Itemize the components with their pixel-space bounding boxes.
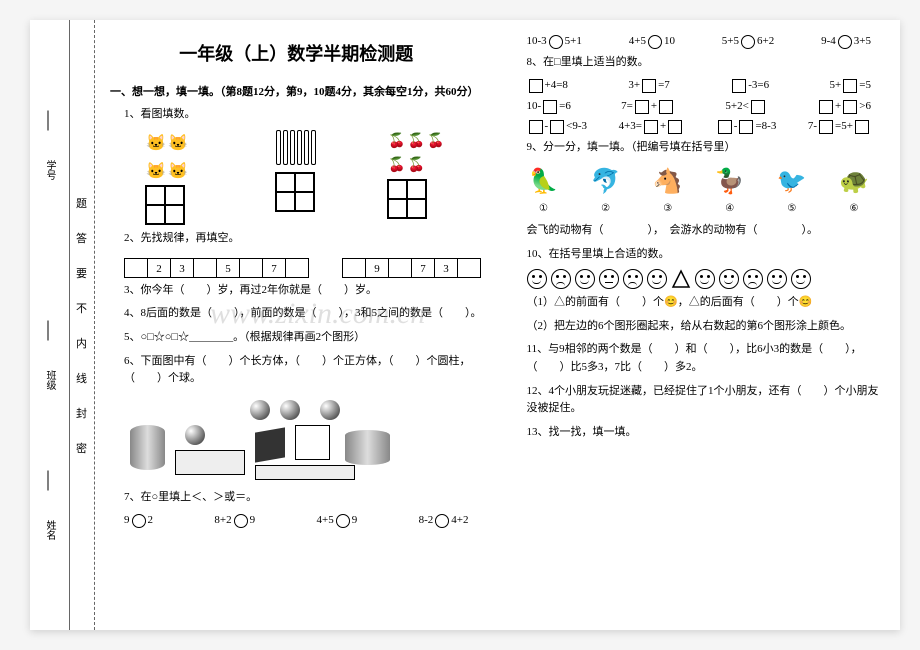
q7b-expr: 4+510 bbox=[629, 33, 675, 51]
left-column: 一年级（上）数学半期检测题 一、想一想，填一填。（第8题12分，第9，10题4分… bbox=[95, 20, 498, 630]
answer-grid[interactable] bbox=[387, 179, 427, 219]
animal-duck: 🦆④ bbox=[715, 163, 745, 217]
q12: 12、4个小朋友玩捉迷藏，已经捉住了1个小朋友，还有（ ）个小朋友没被捉住。 bbox=[527, 383, 886, 418]
q9: 9、分一分，填一填。（把编号填在括号里） bbox=[527, 139, 886, 157]
q10: 10、在括号里填上合适的数。 bbox=[527, 246, 886, 264]
sad-face-icon bbox=[623, 269, 643, 289]
cherry-icon: 🍒 bbox=[388, 131, 405, 153]
smile-face-icon bbox=[575, 269, 595, 289]
exam-title: 一年级（上）数学半期检测题 bbox=[110, 40, 483, 69]
q7b-expr: 10-35+1 bbox=[527, 33, 582, 51]
q7b-row: 10-35+1 4+510 5+56+2 9-43+5 bbox=[527, 33, 872, 51]
q5: 5、○□☆○□☆________。（根据规律再画2个图形） bbox=[124, 329, 483, 347]
q1: 1、看图填数。 bbox=[124, 106, 483, 124]
seal-char: 答 bbox=[76, 230, 87, 246]
q10-1: （1）△的前面有（ ）个😊，△的后面有（ ）个😊 bbox=[527, 294, 886, 312]
margin-column: 姓名 班级 学号 bbox=[30, 20, 70, 630]
q7-row: 92 8+29 4+59 8-24+2 bbox=[124, 512, 469, 530]
cat-icon: 🐱 bbox=[168, 159, 188, 185]
q11: 11、与9相邻的两个数是（ ）和（ ），比6小3的数是（ ），（ ）比5多3，7… bbox=[527, 341, 886, 376]
seal-char: 不 bbox=[76, 300, 87, 316]
q8-row3: -<9-3 4+3=+ -=8-3 7-=5+ bbox=[527, 118, 872, 136]
q7-expr: 8-24+2 bbox=[419, 512, 469, 530]
seal-char: 内 bbox=[76, 335, 87, 351]
smile-face-icon bbox=[719, 269, 739, 289]
cherry-icon: 🍒 bbox=[408, 131, 425, 153]
name-label: 姓名 bbox=[42, 520, 57, 540]
q7-expr: 4+59 bbox=[317, 512, 358, 530]
seal-char: 封 bbox=[76, 405, 87, 421]
face-row bbox=[527, 269, 872, 289]
q4: 4、8后面的数是（ ），前面的数是（ ），3和5之间的数是（ ）。 bbox=[124, 305, 483, 323]
animal-row: 🦜① 🐬② 🐴③ 🦆④ 🐦⑤ 🐢⑥ bbox=[513, 163, 886, 217]
q2-seq1: 2 3 5 7 bbox=[124, 258, 308, 278]
q10-2: （2）把左边的6个图形圈起来，给从右数起的第6个图形涂上颜色。 bbox=[527, 318, 886, 336]
neutral-face-icon bbox=[599, 269, 619, 289]
cherry-icon: 🍒 bbox=[427, 131, 444, 153]
cat-icon: 🐱 bbox=[168, 131, 188, 157]
triangle-icon bbox=[671, 269, 691, 289]
animal-turtle: 🐢⑥ bbox=[839, 163, 869, 217]
q8: 8、在□里填上适当的数。 bbox=[527, 54, 886, 72]
seal-char: 题 bbox=[76, 195, 87, 211]
animal-dolphin: 🐬② bbox=[591, 163, 621, 217]
name-underline bbox=[48, 471, 49, 491]
sad-face-icon bbox=[551, 269, 571, 289]
q2-seq2: 9 7 3 bbox=[342, 258, 480, 278]
seal-char: 密 bbox=[76, 440, 87, 456]
q1-images: 🐱 🐱 🐱 🐱 🍒🍒🍒🍒🍒 bbox=[110, 130, 483, 225]
seal-column: 密 封 线 内 不 要 答 题 bbox=[70, 20, 95, 630]
smile-face-icon bbox=[767, 269, 787, 289]
q9-text: 会飞的动物有（ ）， 会游水的动物有（ ）。 bbox=[527, 222, 886, 240]
q7b-expr: 5+56+2 bbox=[722, 33, 774, 51]
animal-swallow: 🐦⑤ bbox=[777, 163, 807, 217]
smile-face-icon bbox=[695, 269, 715, 289]
sticks-group bbox=[275, 130, 317, 172]
seal-char: 要 bbox=[76, 265, 87, 281]
q7b-expr: 9-43+5 bbox=[821, 33, 871, 51]
cherry-icon: 🍒 bbox=[388, 155, 405, 177]
q8-row2: 10-=6 7=+ 5+2< +>6 bbox=[527, 98, 872, 116]
smile-face-icon bbox=[791, 269, 811, 289]
cherry-group: 🍒🍒🍒🍒🍒 bbox=[387, 130, 447, 179]
q7-expr: 92 bbox=[124, 512, 153, 530]
q7: 7、在○里填上＜、＞或＝。 bbox=[124, 489, 483, 507]
smile-face-icon bbox=[647, 269, 667, 289]
shapes-diagram bbox=[124, 394, 404, 484]
right-column: 10-35+1 4+510 5+56+2 9-43+5 8、在□里填上适当的数。… bbox=[498, 20, 901, 630]
q13: 13、找一找，填一填。 bbox=[527, 424, 886, 442]
class-underline bbox=[48, 321, 49, 341]
animal-seahorse: 🐴③ bbox=[653, 163, 683, 217]
cat-icon: 🐱 bbox=[146, 159, 166, 185]
animal-parrot: 🦜① bbox=[529, 163, 559, 217]
cat-icon: 🐱 bbox=[146, 131, 166, 157]
answer-grid[interactable] bbox=[145, 185, 185, 225]
q7-expr: 8+29 bbox=[214, 512, 255, 530]
q6: 6、下面图中有（ ）个长方体，（ ）个正方体，（ ）个圆柱，（ ）个球。 bbox=[124, 353, 483, 388]
number-label: 学号 bbox=[42, 160, 57, 180]
answer-grid[interactable] bbox=[275, 172, 315, 212]
class-label: 班级 bbox=[42, 370, 57, 390]
q8-row1: +4=8 3+=7 -3=6 5+=5 bbox=[527, 77, 872, 95]
smile-face-icon bbox=[527, 269, 547, 289]
cat-group: 🐱 🐱 🐱 🐱 bbox=[145, 130, 205, 185]
cherry-icon: 🍒 bbox=[408, 155, 425, 177]
sad-face-icon bbox=[743, 269, 763, 289]
q2: 2、先找规律，再填空。 bbox=[124, 230, 483, 248]
q3: 3、你今年（ ）岁，再过2年你就是（ ）岁。 bbox=[124, 282, 483, 300]
seal-char: 线 bbox=[76, 370, 87, 386]
number-underline bbox=[48, 111, 49, 131]
section-1-head: 一、想一想，填一填。（第8题12分，第9，10题4分，其余每空1分，共60分） bbox=[110, 84, 483, 102]
